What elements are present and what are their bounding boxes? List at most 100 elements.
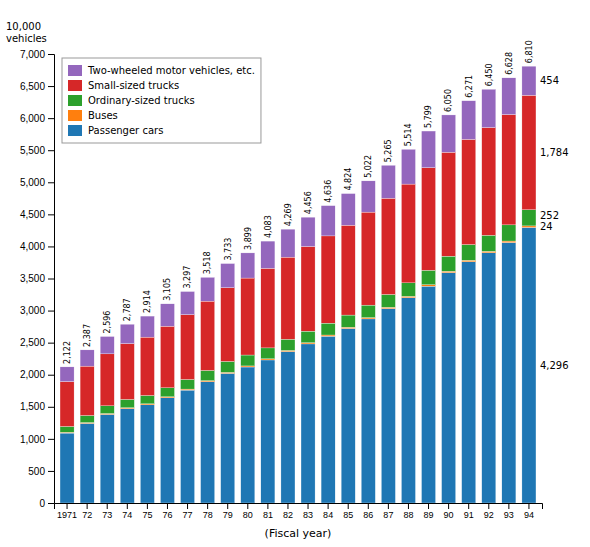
bar-segment <box>120 344 134 400</box>
total-label: 5,799 <box>424 105 433 128</box>
x-tick-label: 83 <box>303 510 313 520</box>
bar-segment <box>281 257 295 339</box>
x-tick-label: 89 <box>424 510 434 520</box>
x-tick-label: 80 <box>243 510 253 520</box>
bar-segment <box>482 253 496 503</box>
bar-segment <box>221 373 235 503</box>
bar-segment <box>422 168 436 271</box>
bar-segment <box>502 78 516 115</box>
x-tick: 92 <box>484 503 494 520</box>
x-tick: 91 <box>464 503 474 520</box>
x-tick-line <box>207 503 208 509</box>
bar-segment <box>462 139 476 244</box>
y-tick: 6,500 <box>20 81 54 92</box>
total-label: 6,271 <box>464 75 473 98</box>
bar-segment <box>140 395 154 403</box>
bar-segment <box>401 184 415 283</box>
bar-segment <box>361 212 375 305</box>
bar-segment <box>80 366 94 415</box>
y-tick: 1,000 <box>20 434 54 445</box>
bar-segment <box>160 397 174 398</box>
y-tick-label: 6,500 <box>20 81 45 92</box>
x-tick: 87 <box>383 503 393 520</box>
x-tick: 75 <box>142 503 152 520</box>
x-tick-line <box>348 503 349 509</box>
x-tick-line <box>267 503 268 509</box>
y-tick-label: 1,000 <box>20 434 45 445</box>
total-label: 4,083 <box>264 215 273 238</box>
bar-segment <box>100 414 114 503</box>
annotation: 1,784 <box>540 147 569 158</box>
x-tick-line <box>287 503 288 509</box>
bar-segment <box>341 327 355 328</box>
bar-segment <box>281 350 295 351</box>
x-tick: 78 <box>203 503 213 520</box>
bar-segment <box>80 416 94 423</box>
bar-segment <box>401 296 415 297</box>
x-tick-label: 93 <box>504 510 514 520</box>
y-tick: 4,000 <box>20 241 54 252</box>
bar-segment <box>442 273 456 503</box>
bar-segment <box>120 324 134 343</box>
bar-segment <box>241 366 255 367</box>
y-tick-label: 2,000 <box>20 369 45 380</box>
x-tick-line <box>388 503 389 509</box>
annotation: 4,296 <box>540 360 569 371</box>
bar-segment <box>281 229 295 257</box>
bar-segment <box>181 292 195 315</box>
bar-segment <box>462 262 476 503</box>
x-tick: 76 <box>162 503 172 520</box>
y-tick-line <box>48 471 54 472</box>
y-tick: 3,000 <box>20 305 54 316</box>
total-label: 6,450 <box>485 63 494 86</box>
bar-segment <box>502 225 516 241</box>
total-label: 3,899 <box>244 227 253 250</box>
total-label: 3,105 <box>163 278 172 301</box>
bar-segment <box>522 95 536 209</box>
y-tick-line <box>48 407 54 408</box>
bar-segment <box>201 382 215 503</box>
total-label: 6,810 <box>525 40 534 63</box>
x-tick-line <box>488 503 489 509</box>
y-tick-line <box>48 279 54 280</box>
y-tick-line <box>48 246 54 247</box>
y-tick-line <box>48 214 54 215</box>
bar-segment <box>502 243 516 503</box>
bar-segment <box>221 372 235 373</box>
bar-segment <box>281 352 295 503</box>
bar-segment <box>422 286 436 503</box>
bar-segment <box>181 379 195 389</box>
y-tick-line <box>48 375 54 376</box>
bar-segment <box>261 360 275 503</box>
legend-label: Small-sized trucks <box>88 80 179 91</box>
bar-segment <box>181 389 195 390</box>
bar-segment <box>361 318 375 319</box>
x-tick-line <box>247 503 248 509</box>
y-tick-line <box>48 118 54 119</box>
x-tick-line <box>107 503 108 509</box>
bar-segment <box>381 307 395 308</box>
x-tick: 77 <box>183 503 193 520</box>
x-tick: 72 <box>82 503 92 520</box>
bar-segment <box>321 236 335 323</box>
x-tick-line <box>368 503 369 509</box>
x-tick-line <box>468 503 469 509</box>
total-label: 4,824 <box>344 168 353 191</box>
bar-segment <box>522 66 536 95</box>
bar-segment <box>361 319 375 503</box>
total-label: 3,518 <box>203 251 212 274</box>
x-tick: 79 <box>223 503 233 520</box>
total-label: 2,596 <box>103 311 112 334</box>
y-tick-label: 5,500 <box>20 145 45 156</box>
bar-segment <box>100 406 114 414</box>
x-tick-label: 87 <box>383 510 393 520</box>
x-tick-line <box>448 503 449 509</box>
y-tick-label: 3,500 <box>20 273 45 284</box>
y-tick-label: 6,000 <box>20 113 45 124</box>
total-label: 2,387 <box>83 324 92 347</box>
series <box>60 227 536 503</box>
legend-label: Buses <box>88 110 118 121</box>
bar-segment <box>60 367 74 382</box>
total-label: 4,456 <box>304 191 313 214</box>
bar-segment <box>381 165 395 198</box>
